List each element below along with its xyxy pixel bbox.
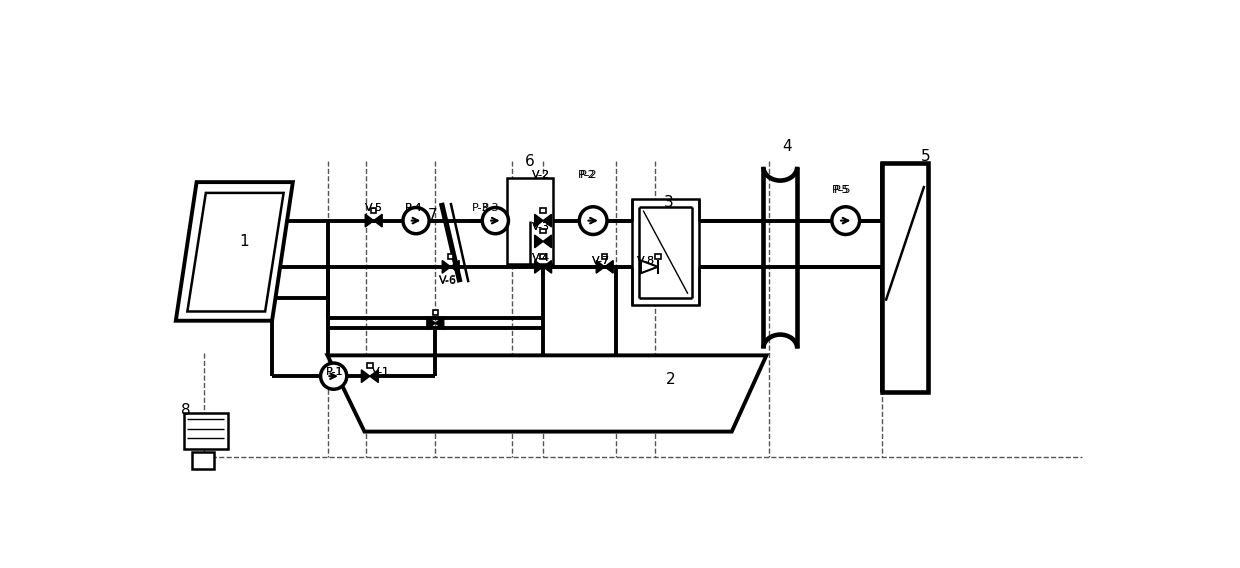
Text: V-2: V-2 xyxy=(532,170,549,180)
Polygon shape xyxy=(534,261,543,273)
Circle shape xyxy=(321,363,347,389)
Text: 2: 2 xyxy=(666,372,676,387)
Text: P-5: P-5 xyxy=(832,185,849,195)
Polygon shape xyxy=(443,261,450,273)
Circle shape xyxy=(482,207,508,233)
Text: P-2: P-2 xyxy=(578,170,595,180)
Text: 6: 6 xyxy=(525,154,534,169)
Text: P-3: P-3 xyxy=(472,203,490,213)
Polygon shape xyxy=(361,370,370,382)
Text: P-4: P-4 xyxy=(404,203,422,213)
Circle shape xyxy=(832,207,859,235)
Polygon shape xyxy=(641,261,658,273)
Text: V-6: V-6 xyxy=(439,276,458,286)
Polygon shape xyxy=(187,193,284,311)
Bar xyxy=(541,208,546,212)
Bar xyxy=(367,364,372,368)
Text: V-5: V-5 xyxy=(365,203,382,213)
Text: V-3: V-3 xyxy=(532,222,549,232)
Bar xyxy=(882,163,928,392)
Text: V-3: V-3 xyxy=(532,222,549,232)
Bar xyxy=(601,254,608,259)
Polygon shape xyxy=(534,214,543,227)
Text: 5: 5 xyxy=(920,149,930,164)
Text: V-6: V-6 xyxy=(439,274,458,285)
Bar xyxy=(184,413,228,449)
Bar xyxy=(371,208,377,212)
Text: V-7: V-7 xyxy=(593,256,610,266)
Text: V-7: V-7 xyxy=(593,256,610,266)
Text: V-4: V-4 xyxy=(532,253,549,263)
Polygon shape xyxy=(450,261,459,273)
Polygon shape xyxy=(373,214,382,227)
Text: 8: 8 xyxy=(181,403,191,418)
Text: P-5: P-5 xyxy=(833,185,851,195)
Text: P-4: P-4 xyxy=(404,203,422,213)
Text: P-1: P-1 xyxy=(326,367,343,377)
Bar xyxy=(631,199,699,306)
Text: 1: 1 xyxy=(239,233,248,249)
Text: 3: 3 xyxy=(663,195,673,210)
Text: V-2: V-2 xyxy=(532,170,549,180)
Bar xyxy=(507,177,553,264)
Polygon shape xyxy=(543,235,552,248)
Bar xyxy=(541,229,546,233)
Polygon shape xyxy=(596,261,605,273)
Text: V-8: V-8 xyxy=(637,256,655,266)
Text: P-2: P-2 xyxy=(580,170,598,180)
Text: P-1: P-1 xyxy=(326,367,343,377)
Polygon shape xyxy=(427,317,435,329)
Bar xyxy=(448,254,454,259)
Bar xyxy=(433,310,438,315)
Circle shape xyxy=(579,207,608,235)
Bar xyxy=(541,254,546,259)
Text: V-1: V-1 xyxy=(372,367,391,377)
Text: V-1: V-1 xyxy=(372,367,391,377)
Circle shape xyxy=(403,207,429,233)
Text: 4: 4 xyxy=(781,139,791,154)
Bar xyxy=(192,452,213,469)
Polygon shape xyxy=(435,317,444,329)
Polygon shape xyxy=(366,214,373,227)
Text: V-8: V-8 xyxy=(637,256,655,266)
Text: 7: 7 xyxy=(428,208,438,223)
Polygon shape xyxy=(370,370,378,382)
Text: V-5: V-5 xyxy=(365,203,382,213)
Bar xyxy=(655,254,661,259)
Polygon shape xyxy=(543,214,552,227)
Text: P-3: P-3 xyxy=(481,203,498,213)
Polygon shape xyxy=(534,235,543,248)
Polygon shape xyxy=(605,261,613,273)
Polygon shape xyxy=(543,261,552,273)
Text: V-4: V-4 xyxy=(532,253,549,263)
Polygon shape xyxy=(176,182,293,321)
Polygon shape xyxy=(327,356,766,432)
